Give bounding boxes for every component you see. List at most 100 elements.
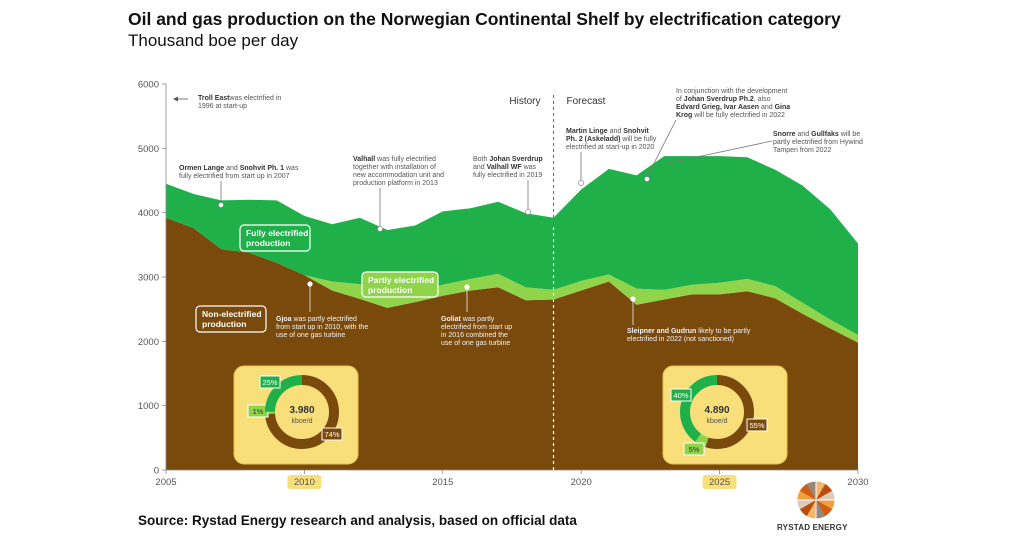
annotation-line: electrified at start-up in 2020	[566, 144, 654, 151]
series-label-fully: Fully electrified production	[239, 224, 311, 252]
donut-pct-label: 74%	[324, 430, 339, 439]
annotation-line: electrified in 2022 (not sanctioned)	[627, 336, 734, 343]
series-label-partly: Partly electrified production	[361, 271, 439, 298]
y-tick-label: 5000	[138, 144, 159, 155]
annotation-troll-east: Troll Eastwas electrified in 1996 at sta…	[173, 95, 281, 110]
label-box	[239, 224, 311, 252]
donut-pct-box	[321, 427, 343, 441]
y-tick-label: 1000	[138, 401, 159, 412]
annotation-goliat: Goliat was partly electrified from start…	[441, 284, 512, 347]
annotation-line: Troll Eastwas electrified in	[198, 95, 281, 102]
phase-label-forecast: Forecast	[567, 96, 606, 107]
annotation-line: of Johan Sverdrup Ph.2, also	[676, 96, 771, 103]
annotation-marker	[464, 284, 470, 290]
annotation-martin-linge: Martin Linge and Snohvit Ph. 2 (Askeladd…	[566, 128, 657, 186]
chart-subtitle: Thousand boe per day	[128, 31, 299, 50]
annotation-marker	[218, 202, 224, 208]
logo-segment	[806, 500, 816, 520]
donut-inset-2010: 74% 1% 25% 3.980 kboe/d	[233, 365, 359, 465]
annotation-johan-sverdrup: Both Johan Sverdrup and Valhall WF was f…	[473, 156, 543, 215]
label-line: production	[202, 319, 246, 329]
annotation-marker	[644, 176, 650, 182]
donut-pct-label: 25%	[262, 378, 277, 387]
donut-pct-box	[683, 442, 705, 456]
annotation-line: use of one gas turbine	[276, 332, 345, 339]
donut-unit: kboe/d	[291, 418, 312, 425]
annotation-johan-sverdrup-ph2: In conjunction with the development of J…	[644, 88, 790, 182]
annotation-line: Ph. 2 (Askeladd) will be fully	[566, 136, 657, 143]
donut-pct-label: 55%	[749, 421, 764, 430]
annotation-leader	[663, 140, 773, 165]
donut-pct-box	[259, 375, 281, 389]
area-series-2	[166, 156, 858, 335]
source-note: Source: Rystad Energy research and analy…	[138, 513, 577, 528]
donut-total: 4.890	[704, 405, 729, 416]
donut-inset-2025: 55% 5% 40% 4.890 kboe/d	[662, 365, 788, 465]
y-tick-label: 3000	[138, 273, 159, 284]
annotation-line: from start up in 2010, with the	[276, 324, 368, 331]
annotation-line: together with installation of	[353, 164, 436, 171]
annotation-line: Gjoa was partly electrified	[276, 316, 357, 323]
donut-unit: kboe/d	[706, 418, 727, 425]
x-tick-label: 2025	[709, 477, 730, 488]
series-label-non: Non-electrified production	[195, 305, 267, 333]
annotation-line: Martin Linge and Snohvit	[566, 128, 650, 135]
donut-slice-2	[680, 375, 754, 449]
brand-name: RYSTAD ENERGY	[777, 523, 848, 532]
logo-segment	[816, 500, 836, 510]
annotation-ormen-lange: Ormen Lange and Snohvit Ph. 1 was fully …	[179, 165, 299, 208]
annotation-text: was electrified in	[229, 95, 282, 102]
annotation-line: and Valhall WF was	[473, 164, 537, 171]
logo-segment	[799, 500, 816, 517]
annotation-line: partly electrified from Hywind	[773, 139, 863, 146]
y-tick-label: 0	[154, 466, 159, 477]
logo-segment	[796, 490, 816, 500]
annotation-line: fully electrified from start up in 2007	[179, 173, 290, 180]
logo-segment	[816, 480, 826, 500]
annotation-line: In conjunction with the development	[676, 88, 787, 95]
label-line: Partly electrified	[368, 275, 434, 285]
donut-pct-box	[670, 388, 692, 402]
label-line: production	[368, 285, 412, 295]
annotation-marker	[630, 296, 636, 302]
logo-segment	[799, 483, 816, 500]
annotation-marker	[525, 209, 531, 215]
logo-segment	[806, 480, 816, 500]
y-tick-label: 2000	[138, 337, 159, 348]
annotation-line: 1996 at start-up	[198, 103, 247, 110]
logo-segment	[816, 500, 833, 517]
arrow-head-icon	[173, 96, 178, 102]
y-tick-label: 4000	[138, 208, 159, 219]
donut-slice-1	[265, 375, 339, 449]
x-tick-highlight	[287, 475, 322, 489]
annotation-line: Ormen Lange and Snohvit Ph. 1 was	[179, 165, 299, 172]
annotation-line: Goliat was partly	[441, 316, 495, 323]
donut-pct-label: 40%	[673, 391, 688, 400]
annotation-line: Both Johan Sverdrup	[473, 156, 543, 163]
x-tick-label: 2020	[571, 477, 592, 488]
annotation-line: fully electrified in 2019	[473, 172, 542, 179]
donut-total: 3.980	[289, 405, 314, 416]
annotation-line: Snorre and Gullfaks will be	[773, 131, 860, 138]
label-line: production	[246, 238, 290, 248]
annotation-sleipner: Sleipner and Gudrun likely to be partly …	[627, 296, 751, 343]
donut-pct-label: 1%	[253, 407, 264, 416]
donut-slice-2	[265, 375, 339, 449]
annotation-marker	[377, 226, 383, 232]
annotation-marker	[307, 281, 313, 287]
label-box	[361, 271, 439, 298]
logo-segment	[816, 500, 826, 520]
donut-pct-label: 5%	[689, 445, 700, 454]
forecast-divider: History Forecast	[509, 95, 606, 470]
logo-segment	[816, 483, 833, 500]
annotation-marker	[578, 180, 584, 186]
annotation-line: Krog will be fully electrified in 2022	[676, 112, 785, 119]
annotation-line: Sleipner and Gudrun likely to be partly	[627, 328, 751, 335]
label-box	[195, 305, 267, 333]
label-line: Non-electrified	[202, 309, 262, 319]
annotation-gjoa: Gjoa was partly electrified from start u…	[276, 281, 368, 339]
logo-segment	[796, 500, 816, 510]
donut-pct-box	[746, 418, 768, 432]
y-tick-label: 6000	[138, 80, 159, 91]
